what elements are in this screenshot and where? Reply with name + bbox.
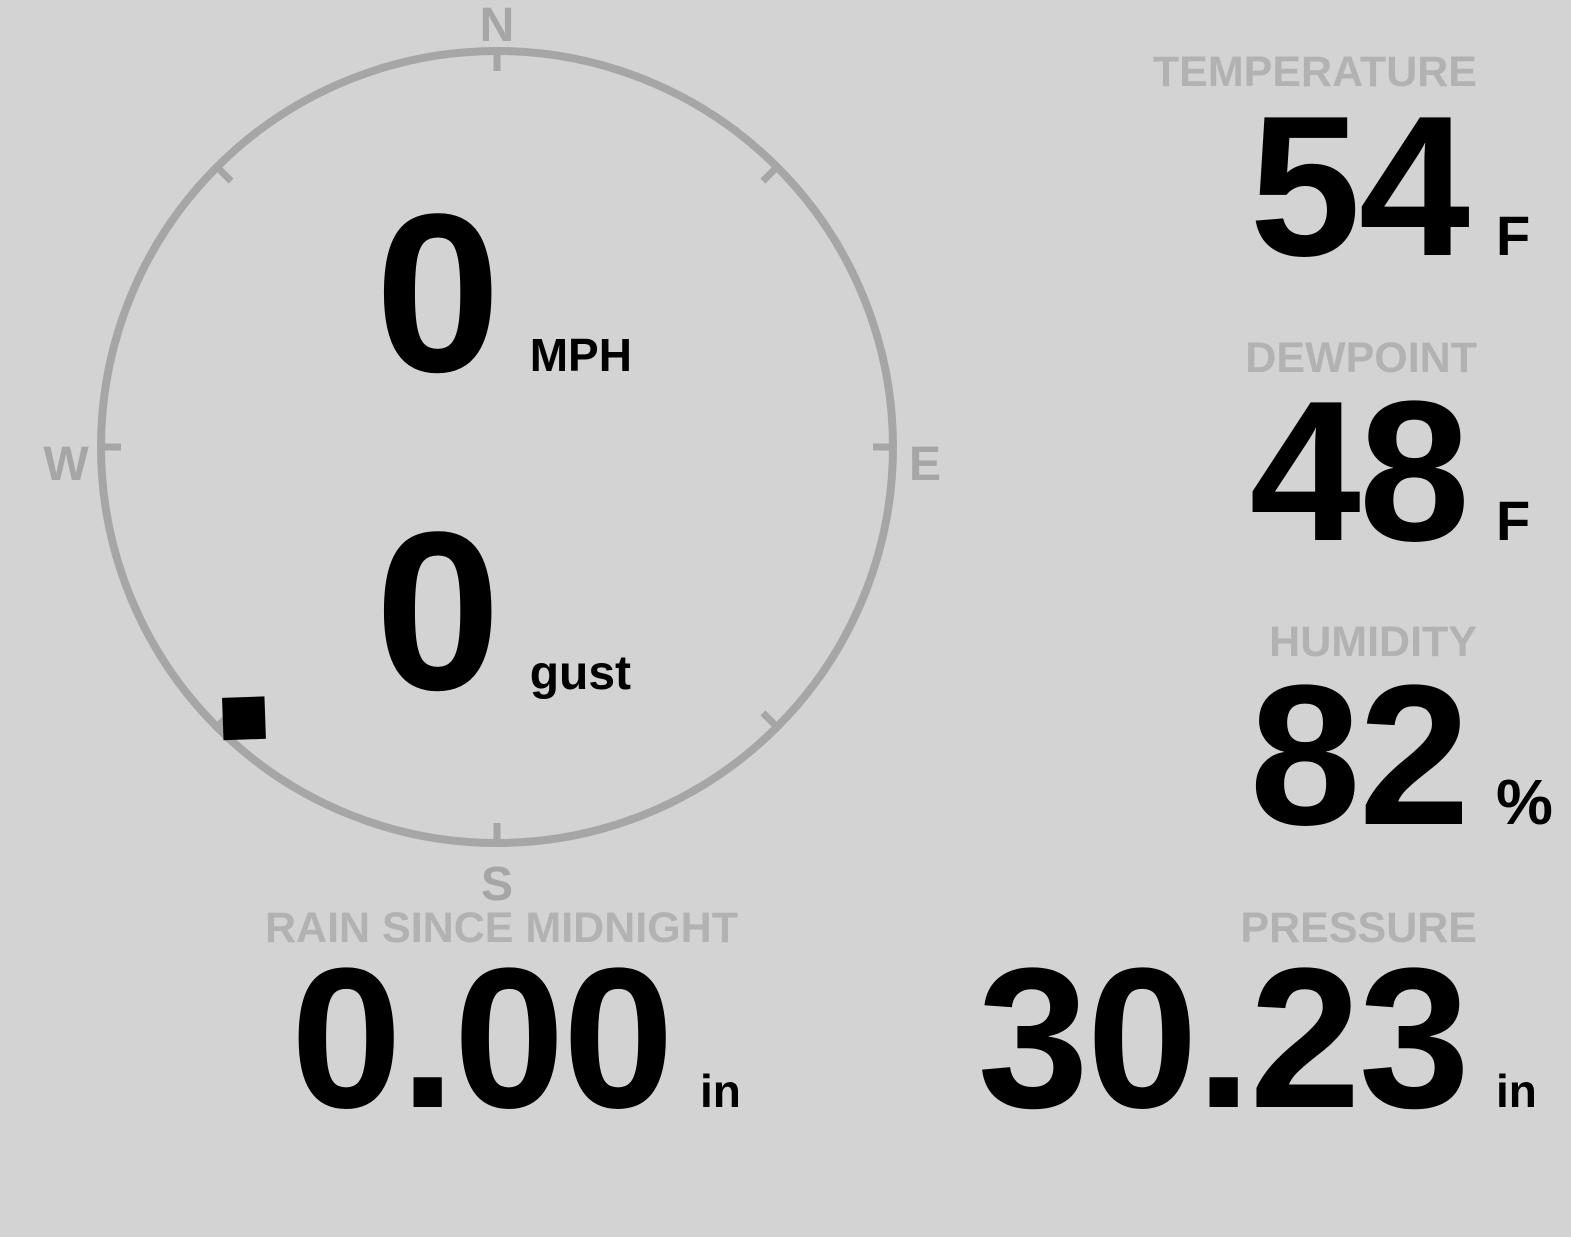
temperature-value-row: 54 F [1250,87,1553,287]
compass-label-west: W [43,438,89,491]
compass-label-east: E [909,438,941,491]
rain-value-row: 0.00 in [291,939,757,1139]
wind-speed-unit: MPH [529,329,632,381]
wind-speed-row: 0 MPH [375,180,632,406]
pressure-value: 30.23 [977,927,1470,1150]
temperature-unit: F [1496,204,1531,267]
compass-label-south: S [481,858,513,911]
dewpoint-unit: F [1496,489,1531,552]
dewpoint-value: 48 [1249,360,1470,583]
temperature-value: 54 [1249,75,1470,298]
pressure-unit: in [1496,1065,1537,1117]
rain-value: 0.00 [290,927,674,1150]
compass-tick-ne [760,163,781,184]
rain-label: RAIN SINCE MIDNIGHT [265,904,738,952]
temperature-label: TEMPERATURE [1152,48,1477,96]
wind-direction-marker [222,696,266,741]
wind-direction-diamond-icon [222,696,266,741]
humidity-value-row: 82 % [1250,656,1553,856]
wind-gust-unit: gust [529,647,632,700]
humidity-unit: % [1496,766,1553,838]
wind-speed-value: 0 [375,166,501,419]
wind-gust-row: 0 gust [375,498,631,724]
humidity-label: HUMIDITY [1269,618,1477,666]
dewpoint-label: DEWPOINT [1245,334,1477,382]
rain-unit: in [700,1065,741,1117]
wind-gust-value: 0 [375,484,501,737]
pressure-value-row: 30.23 in [978,939,1554,1139]
humidity-value: 82 [1249,644,1470,867]
compass-ticks [99,49,895,845]
pressure-label: PRESSURE [1240,904,1477,952]
dewpoint-value-row: 48 F [1250,372,1553,572]
compass-label-north: N [480,0,515,52]
compass-tick-nw [213,163,234,184]
compass-tick-se [760,710,781,731]
